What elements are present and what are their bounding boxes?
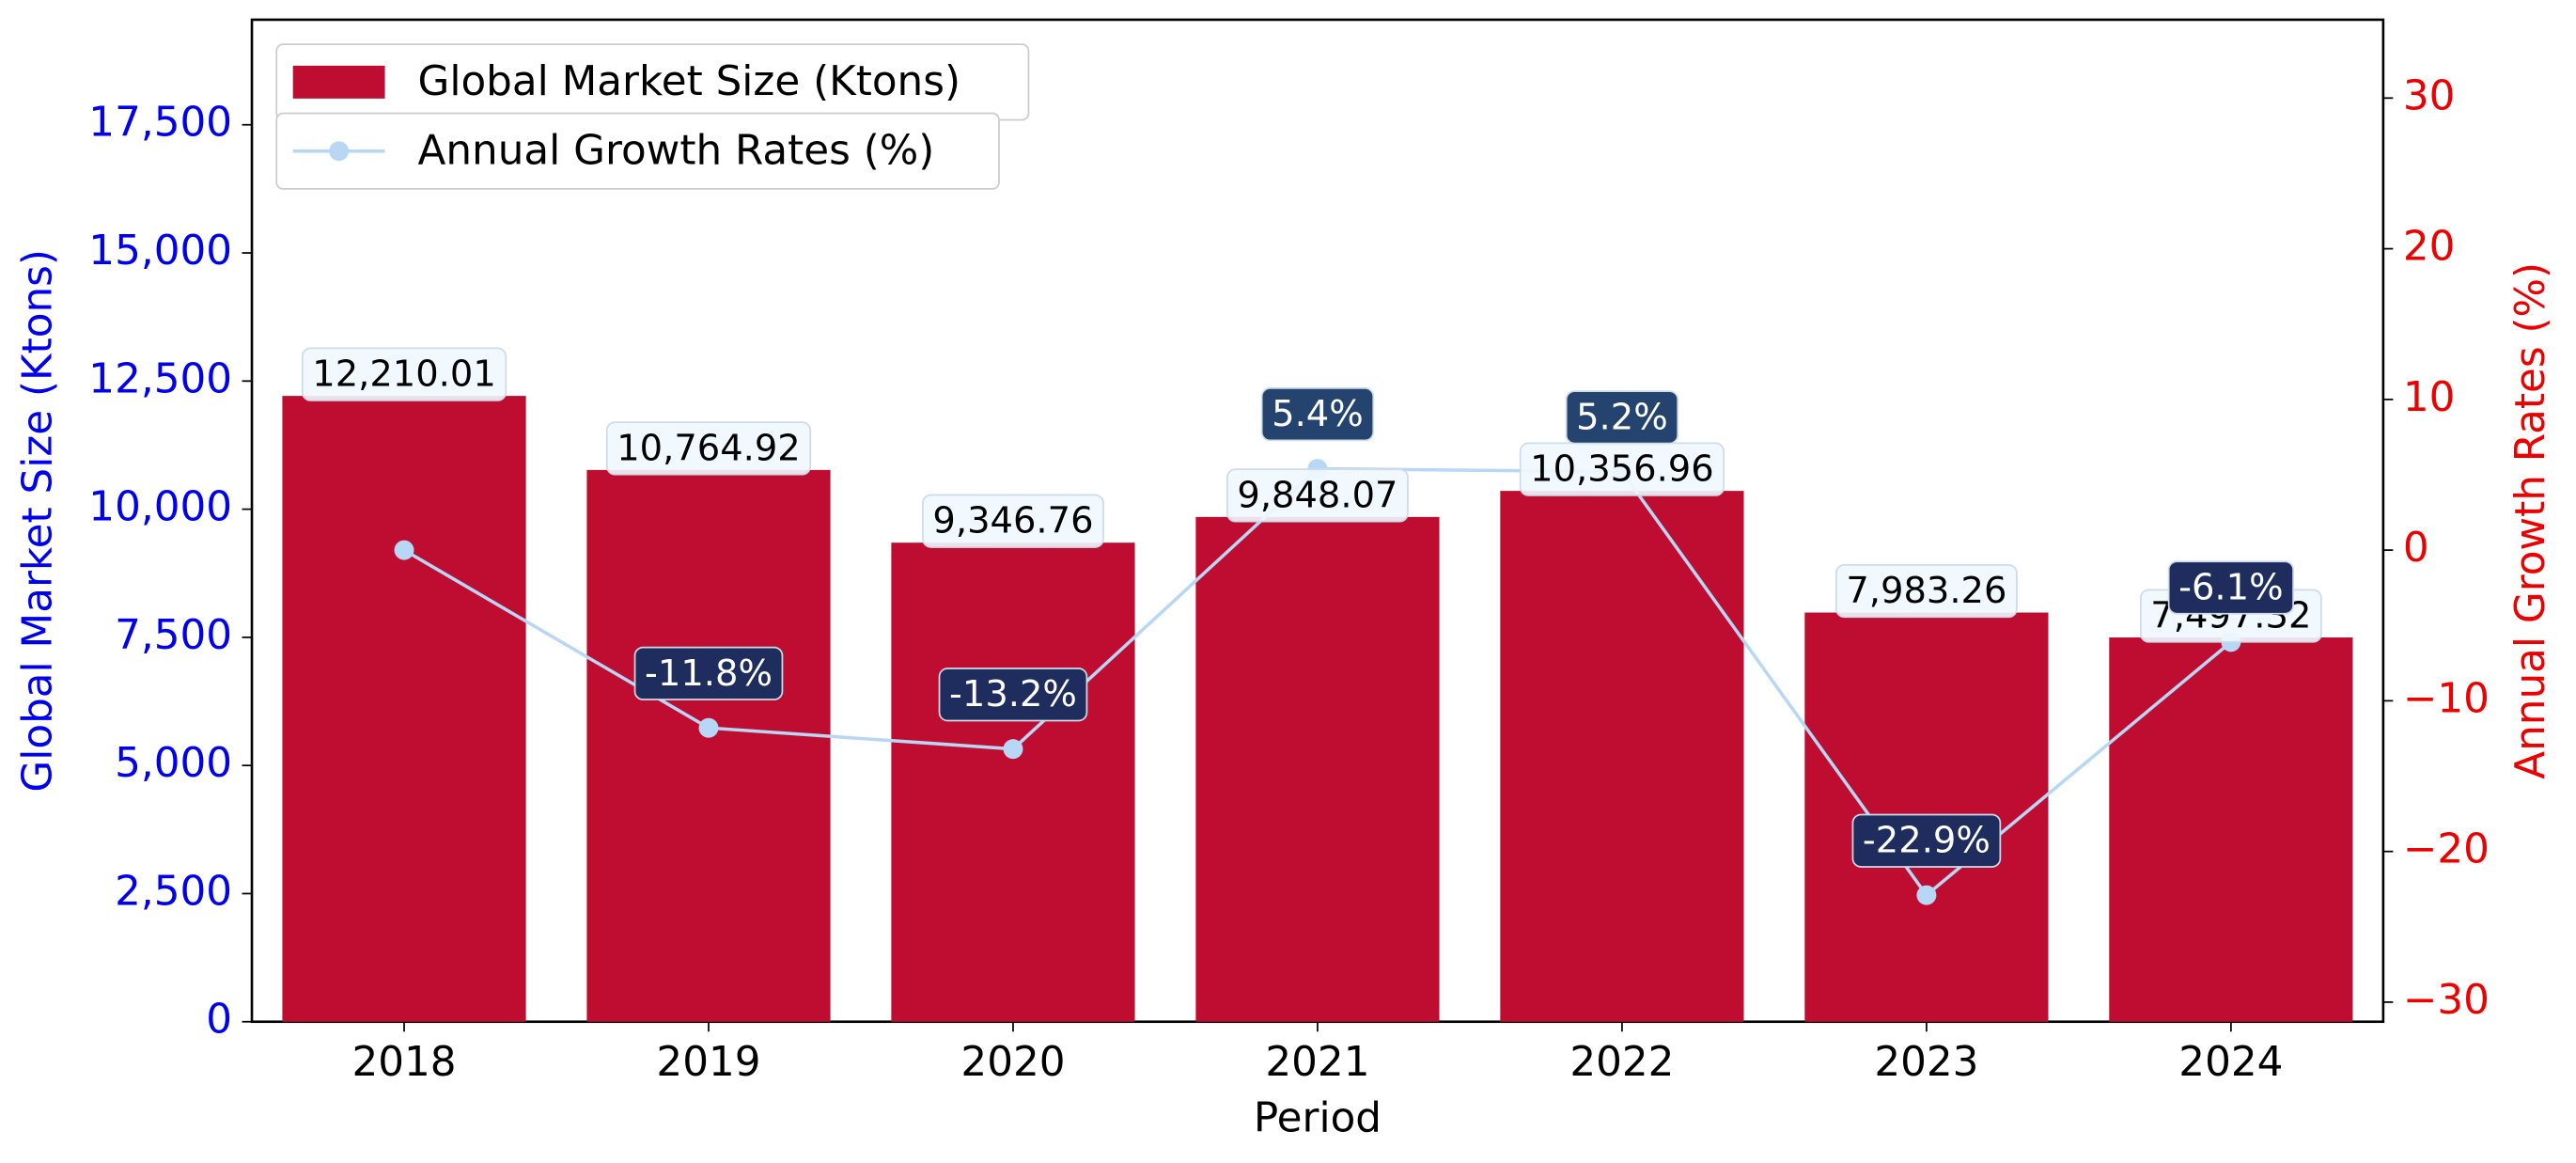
line-point — [1003, 739, 1023, 760]
x-axis-title: Period — [1254, 1094, 1382, 1142]
bar-label-box — [922, 494, 1104, 548]
bar-value-label: 12,210.01 — [312, 354, 496, 396]
line-value-label: -13.2% — [949, 673, 1077, 715]
bar-label-box — [1226, 468, 1409, 523]
y2-tick-label: 30 — [2403, 71, 2456, 119]
bar-value-label: 9,848.07 — [1237, 474, 1397, 516]
bar-label-box — [605, 421, 812, 476]
line-point — [394, 540, 414, 560]
bar — [891, 542, 1135, 1022]
line-value-label: 5.2% — [1576, 396, 1668, 438]
line-value-label: -6.1% — [2178, 566, 2283, 608]
line-label-box — [938, 668, 1088, 722]
y2-tick-label: −20 — [2403, 825, 2490, 873]
bar — [2109, 637, 2353, 1022]
x-tick-label: 2024 — [2178, 1038, 2283, 1086]
y2-tick-label: 20 — [2403, 223, 2456, 271]
legend-marker — [329, 141, 350, 162]
bar-value-label: 10,764.92 — [617, 427, 801, 469]
y2-tick-label: −30 — [2403, 976, 2490, 1024]
line-label-box — [1565, 390, 1679, 445]
y-tick-label: 2,500 — [115, 867, 232, 915]
line-point — [698, 717, 719, 738]
line-label-box — [1851, 813, 2002, 868]
y-tick-label: 7,500 — [115, 611, 232, 659]
bar-value-label: 7,983.26 — [1846, 570, 2006, 612]
y-tick-label: 12,500 — [88, 354, 232, 402]
x-tick-label: 2022 — [1569, 1038, 1674, 1086]
bar-label-box — [1834, 563, 2018, 619]
legend-entry: Annual Growth Rates (%) — [275, 112, 1000, 190]
legend-entry: Global Market Size (Ktons) — [275, 43, 1030, 121]
y-tick-label: 0 — [206, 996, 232, 1044]
x-tick-label: 2018 — [351, 1038, 456, 1086]
y-axis-title: Global Market Size (Ktons) — [14, 249, 62, 793]
bar-label-box — [301, 347, 507, 401]
y-tick-label: 15,000 — [88, 227, 232, 275]
line-value-label: 5.4% — [1272, 393, 1364, 435]
bar — [586, 469, 831, 1022]
y-tick-label: 5,000 — [115, 739, 232, 787]
x-tick-label: 2020 — [960, 1038, 1065, 1086]
legend-swatch — [292, 65, 385, 99]
y2-tick-label: 0 — [2403, 524, 2429, 572]
x-tick-label: 2021 — [1265, 1038, 1369, 1086]
bar — [1195, 516, 1440, 1022]
y2-axis-title: Annual Growth Rates (%) — [2506, 262, 2554, 779]
x-tick-label: 2019 — [656, 1038, 760, 1086]
bar — [1500, 491, 1744, 1022]
line-value-label: -22.9% — [1863, 820, 1991, 862]
x-tick-label: 2023 — [1874, 1038, 1978, 1086]
y-tick-label: 17,500 — [88, 99, 232, 147]
bar-value-label: 10,356.96 — [1530, 448, 1714, 491]
y2-tick-label: 10 — [2403, 373, 2456, 421]
line-label-box — [1260, 387, 1375, 442]
bar-value-label: 9,346.76 — [932, 500, 1093, 542]
bar — [282, 396, 526, 1022]
line-label-box — [633, 646, 784, 700]
legend-box — [275, 112, 1000, 190]
legend-label: Annual Growth Rates (%) — [417, 126, 934, 174]
line-point — [1916, 885, 1937, 905]
y-tick-label: 10,000 — [88, 483, 232, 531]
legend-label: Global Market Size (Ktons) — [417, 57, 960, 105]
line-label-box — [2167, 560, 2294, 615]
line-value-label: -11.8% — [645, 652, 773, 695]
y2-tick-label: −10 — [2403, 674, 2490, 722]
